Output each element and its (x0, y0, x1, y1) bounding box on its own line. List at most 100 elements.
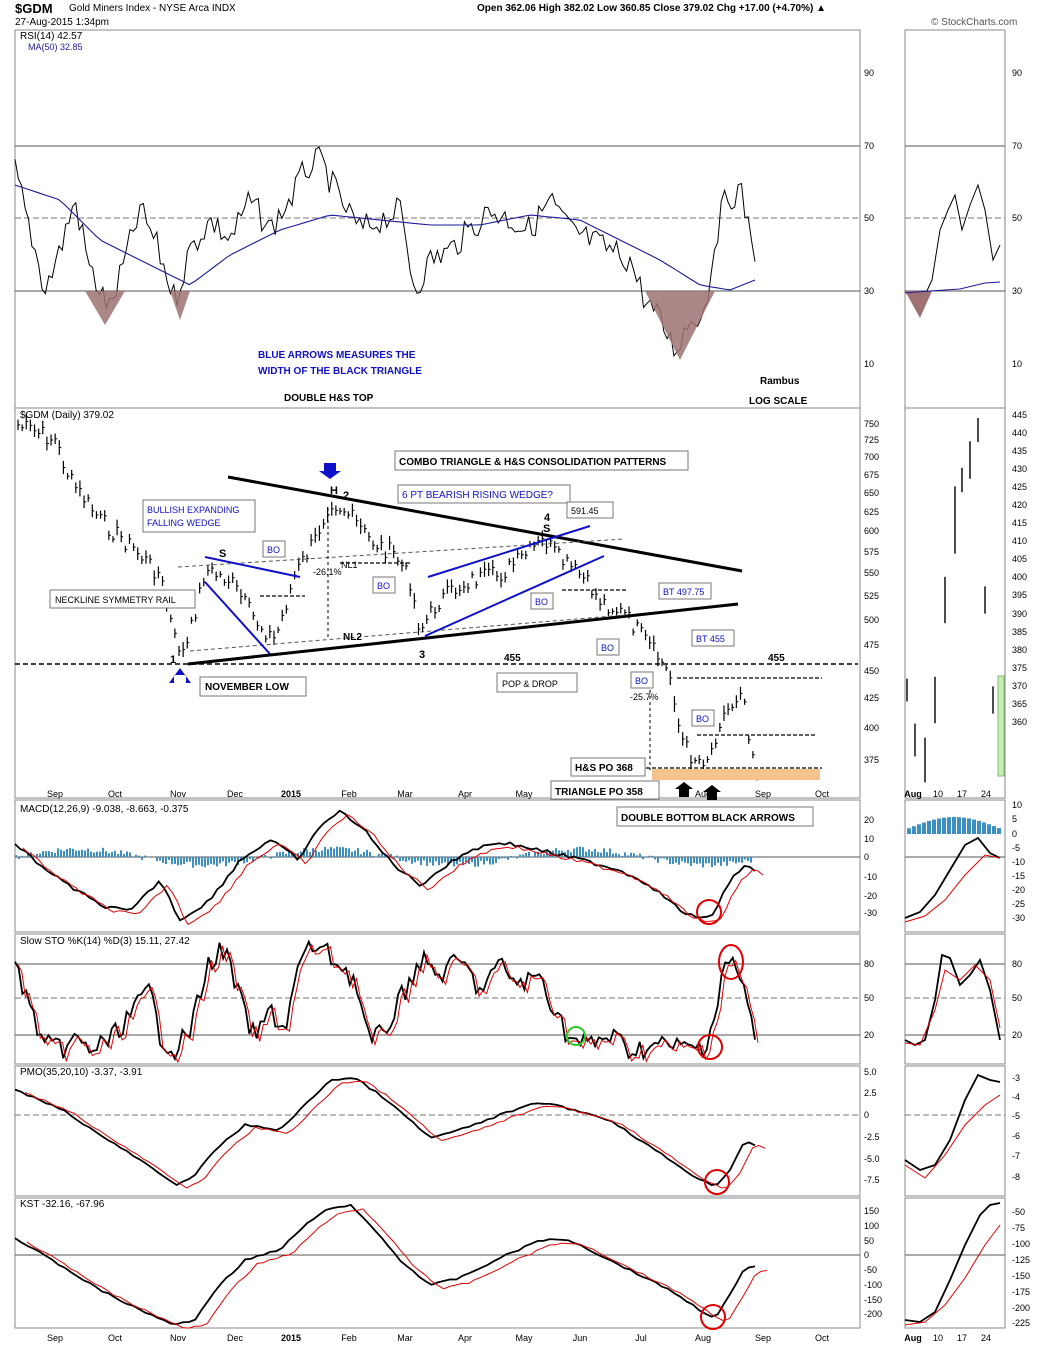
callout-combo (394, 450, 689, 471)
pmo-tick: -7.5 (864, 1175, 880, 1185)
x-tick-bottom: Sep (47, 1333, 63, 1343)
side-x-tick: 24 (981, 789, 991, 799)
x-tick-bottom: May (515, 1333, 533, 1343)
rising-wedge-upper (427, 525, 591, 578)
price-annotations: COMBO TRIANGLE & H&S CONSOLIDATION PATTE… (15, 450, 858, 827)
kst-tick: 150 (864, 1206, 879, 1216)
price-side-tick: 395 (1012, 590, 1027, 600)
kst-tick: 50 (864, 1236, 874, 1246)
x-tick-bottom: Sep (755, 1333, 771, 1343)
tick-labels: 9070503010750725700675650625600575550525… (47, 68, 1030, 1343)
sto-k-line (14, 939, 756, 1062)
x-tick-bottom: Aug (695, 1333, 711, 1343)
kst-side-tick: -50 (1012, 1207, 1025, 1217)
callout-pop-drop-text: POP & DROP (502, 679, 558, 689)
side-frame-rsi (904, 29, 1006, 409)
price-tick: 575 (864, 547, 879, 557)
side-macd-bar (992, 826, 996, 834)
macd-tick: -10 (864, 872, 877, 882)
side-x-tick-bottom: Aug (904, 1333, 922, 1343)
symbol: $GDM (15, 1, 53, 16)
side-frame-sto (904, 933, 1006, 1065)
side-kst-signal (904, 1224, 1001, 1326)
pmo-circle (704, 1169, 730, 1195)
pmo-legend: PMO(35,20,10) -3.37, -3.91 (20, 1067, 143, 1078)
side-macd-bar (972, 819, 976, 834)
side-rsi-ma (904, 281, 1001, 294)
bo-label-5: BO (635, 676, 648, 686)
price-side-tick: 430 (1012, 464, 1027, 474)
rsi-oversold-fill (170, 291, 190, 320)
bo-label-2: BO (377, 581, 390, 591)
point-4: 4 (544, 512, 551, 524)
side-macd-bar (912, 826, 916, 834)
price-tick: 525 (864, 591, 879, 601)
x-tick-price: Oct (108, 789, 123, 799)
grid-lines (15, 145, 1005, 1256)
x-tick-price: Apr (458, 789, 472, 799)
shoulder-label-2: S (543, 523, 550, 535)
kst-side-tick: -150 (1012, 1271, 1030, 1281)
pmo-side-tick: -7 (1012, 1151, 1020, 1161)
sto-circle-high (718, 944, 744, 980)
shoulder-label-1: S (219, 548, 226, 560)
side-x-tick-bottom: 24 (981, 1333, 991, 1343)
price-tick: 425 (864, 693, 879, 703)
panel-frames (14, 29, 1006, 1329)
bo-label-6: BO (696, 714, 709, 724)
x-tick-bottom: Oct (108, 1333, 123, 1343)
x-tick-bottom: Dec (227, 1333, 244, 1343)
head-label: H (330, 485, 338, 497)
bo-boxes: BO BO BO BO BO BO (262, 540, 715, 727)
sto-side-tick: 80 (1012, 959, 1022, 969)
kst-circle (700, 1304, 726, 1330)
callout-triangle-po-text: TRIANGLE PO 358 (555, 787, 643, 798)
rsi-tick: 30 (864, 286, 874, 296)
side-frame-macd (904, 799, 1006, 933)
data-series (14, 146, 1005, 1329)
chart-header: $GDM Gold Miners Index - NYSE Arca INDX … (0, 0, 1050, 30)
bo-label-3: BO (535, 597, 548, 607)
callout-wedge-text: 6 PT BEARISH RISING WEDGE? (402, 490, 553, 501)
x-tick-price: Aug (695, 789, 711, 799)
price-side-tick: 385 (1012, 627, 1027, 637)
macd-side-tick: -15 (1012, 871, 1025, 881)
side-macd-bar (917, 824, 921, 834)
bo-box-6 (691, 709, 715, 727)
level-455-label-a: 455 (504, 653, 521, 664)
price-side-tick: 415 (1012, 518, 1027, 528)
bo-box-3 (530, 592, 554, 610)
panel-frame-sto (14, 933, 861, 1065)
macd-side-tick: -10 (1012, 857, 1025, 867)
price-side-tick: 380 (1012, 645, 1027, 655)
kst-side-tick: -75 (1012, 1223, 1025, 1233)
pmo-signal-line (24, 1080, 766, 1189)
callout-triangle-po (550, 780, 660, 800)
rsi-side-tick: 70 (1012, 141, 1022, 151)
price-tick: 375 (864, 755, 879, 765)
rsi-oversold-fill (645, 291, 715, 360)
pmo-tick: 0 (864, 1110, 869, 1120)
kst-side-tick: -175 (1012, 1287, 1030, 1297)
x-tick-price: Dec (227, 789, 244, 799)
x-tick-bottom: 2015 (281, 1333, 301, 1343)
side-macd-bar (937, 818, 941, 834)
kst-side-tick: -225 (1012, 1318, 1030, 1328)
blue-up-arrow-icon (169, 668, 191, 683)
macd-signal-line (22, 814, 764, 925)
signal-circles (566, 899, 744, 1330)
pmo-side-tick: -8 (1012, 1172, 1020, 1182)
price-side-tick: 440 (1012, 428, 1027, 438)
callout-neckline-rail (49, 589, 196, 609)
price-side-tick: 370 (1012, 681, 1027, 691)
bo-box-4 (596, 638, 620, 656)
kst-tick: -50 (864, 1265, 877, 1275)
side-macd-bar (907, 828, 911, 834)
price-side-tick: 410 (1012, 536, 1027, 546)
side-sto-d (904, 964, 1001, 1046)
side-x-tick: Aug (904, 789, 922, 799)
macd-side-tick: 0 (1012, 829, 1017, 839)
price-tick: 600 (864, 526, 879, 536)
point-3: 3 (419, 649, 425, 661)
price-tick: 650 (864, 488, 879, 498)
